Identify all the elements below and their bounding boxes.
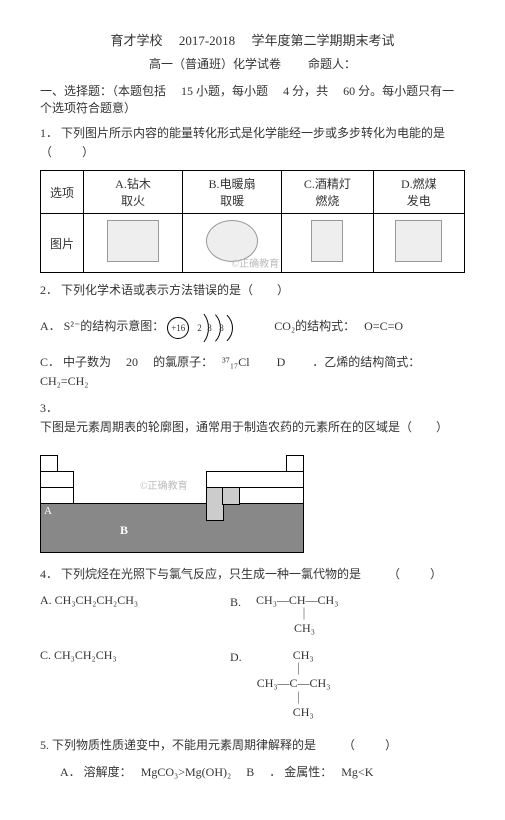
image-cell-B: ©正确教育 [183,214,282,273]
q4-option-B: B. CH₃—CH—CH₃ ｜ CH₃ [230,593,338,636]
co2-structure: O=C=O [364,318,403,332]
row-label: 选项 [41,171,84,214]
q2-option-A: A． S²⁻的结构示意图： +16 2 8 8 CO₂的结构式： O=C=O [40,309,465,345]
q4-options-row2: C. CH₃CH₂CH₃ D. CH₃ ｜ CH₃—C—CH₃ ｜ CH₃ [40,648,465,728]
periodic-table-diagram: A B ©正确教育 [40,445,320,555]
grade: 高一（普通班）化学试卷 [149,57,281,71]
q-number: 2． [40,283,58,297]
school-name: 育才学校 [111,33,163,48]
question-2: 2． 下列化学术语或表示方法错误的是（ ） [40,281,465,300]
question-5: 5. 下列物质性质递变中，不能用元素周期律解释的是 （ ） [40,736,465,755]
option-C: C.酒精灯燃烧 [282,171,373,214]
table-row: 选项 A.钻木取火 B.电暖扇取暖 C.酒精灯燃烧 D.燃煤发电 [41,171,465,214]
option-A: A.钻木取火 [84,171,183,214]
isotope: ³⁷₁₇Cl [222,355,250,369]
q4-option-D: D. CH₃ ｜ CH₃—C—CH₃ ｜ CH₃ [230,648,330,720]
image-cell-C [282,214,373,273]
q-number: 5. [40,738,49,752]
image-cell-A [84,214,183,273]
answer-blank: （ ） [388,567,444,581]
q-text: 下列化学术语或表示方法错误的是（ ） [61,283,289,297]
q1-options-table: 选项 A.钻木取火 B.电暖扇取暖 C.酒精灯燃烧 D.燃煤发电 图片 ©正确教… [40,170,465,273]
q-number: 1． [40,126,58,140]
option-B: B.电暖扇取暖 [183,171,282,214]
section-1-heading: 一、选择题：（本题包括 15 小题，每小题 4 分，共 60 分。每小题只有一个… [40,82,465,116]
ethene: CH₂=CH₂ [40,374,88,388]
q-text: 下列图片所示内容的能量转化形式是化学能经一步或多步转化为电能的是 [61,126,445,140]
q-number: 4． [40,567,58,581]
q4-option-A: A. CH₃CH₂CH₂CH₃ [40,593,210,636]
option-D: D.燃煤发电 [373,171,464,214]
region-A: A [44,505,52,517]
answer-blank: （ ） [343,738,399,752]
region-B: B [120,523,128,538]
subtitle: 高一（普通班）化学试卷 命题人： [40,55,465,72]
row-label: 图片 [41,214,84,273]
author-label: 命题人： [308,57,356,71]
q4-options: A. CH₃CH₂CH₂CH₃ B. CH₃—CH—CH₃ ｜ CH₃ [40,593,465,644]
question-4: 4． 下列烷烃在光照下与氯气反应，只生成一种一氯代物的是 （ ） [40,565,465,584]
q-text: 下列烷烃在光照下与氯气反应，只生成一种一氯代物的是 [61,567,361,581]
table-row: 图片 ©正确教育 [41,214,465,273]
q-text: 下列物质性质递变中，不能用元素周期律解释的是 [52,738,316,752]
question-3: 3． 下图是元素周期表的轮廓图，通常用于制造农药的元素所在的区域是（ ） [40,399,465,437]
q2-option-C: C． 中子数为 20 的氯原子： ³⁷₁₇Cl D ．乙烯的结构简式： CH₂=… [40,353,465,391]
exam-title: 育才学校 2017-2018 学年度第二学期期末考试 [40,30,465,49]
watermark: ©正确教育 [140,477,188,492]
q5-options: A． 溶解度： MgCO₃>Mg(OH)₂ B ． 金属性： Mg<K [40,763,465,782]
year: 2017-2018 [179,33,235,48]
q-text: 下图是元素周期表的轮廓图，通常用于制造农药的元素所在的区域是（ ） [40,420,448,434]
image-cell-D [373,214,464,273]
q-number: 3． [40,401,58,415]
answer-blank: （ ） [40,145,96,159]
question-1: 1． 下列图片所示内容的能量转化形式是化学能经一步或多步转化为电能的是 （ ） [40,124,465,162]
q4-option-C: C. CH₃CH₂CH₃ [40,648,210,720]
period: 学年度第二学期期末考试 [251,33,394,48]
atom-diagram: +16 2 8 8 [167,309,247,345]
